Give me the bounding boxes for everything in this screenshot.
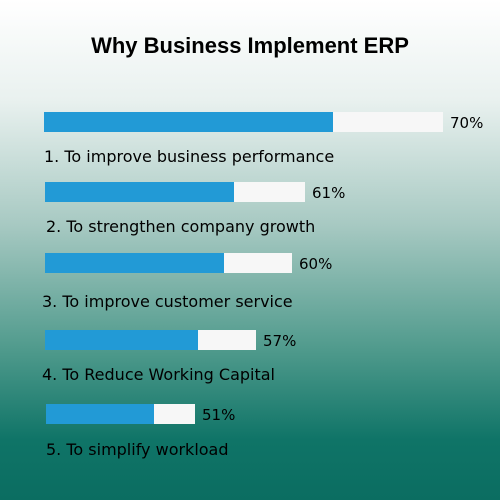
bar-value-label: 51% xyxy=(202,406,236,424)
bar-track xyxy=(45,182,305,202)
bar-track xyxy=(45,330,256,350)
bar-value-label: 60% xyxy=(299,255,333,273)
category-label: 3. To improve customer service xyxy=(42,292,293,311)
bar-value-label: 70% xyxy=(450,114,484,132)
category-label: 5. To simplify workload xyxy=(46,440,229,459)
bar-track xyxy=(44,112,443,132)
category-label: 2. To strengthen company growth xyxy=(46,217,316,236)
bar-fill xyxy=(46,404,154,424)
bar-fill xyxy=(44,112,333,132)
category-label: 1. To improve business performance xyxy=(44,147,335,166)
bar-value-label: 61% xyxy=(312,184,346,202)
bar-track xyxy=(45,253,292,273)
chart-title: Why Business Implement ERP xyxy=(91,33,409,58)
bar-fill xyxy=(45,182,234,202)
bar-fill xyxy=(45,330,198,350)
bar-track xyxy=(46,404,195,424)
bar-fill xyxy=(45,253,224,273)
bar-value-label: 57% xyxy=(263,332,297,350)
category-label: 4. To Reduce Working Capital xyxy=(42,365,275,384)
